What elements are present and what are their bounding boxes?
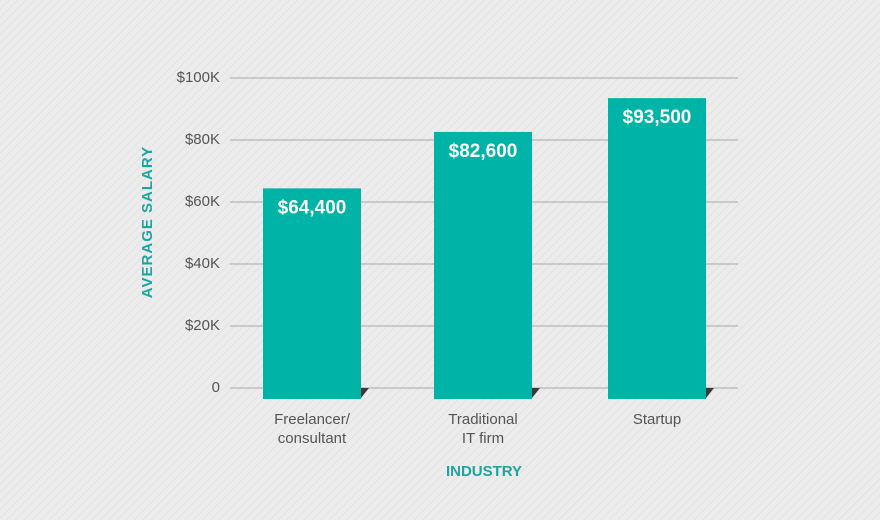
bar-shadow	[361, 388, 369, 398]
bar-shadow	[532, 388, 540, 398]
x-tick-label: Traditional IT firm	[448, 411, 518, 447]
bar-shadow	[706, 388, 714, 398]
y-tick-label: $60K	[185, 193, 220, 210]
bar	[434, 131, 532, 399]
value-label: $82,600	[449, 141, 518, 162]
y-tick-label: 0	[212, 379, 220, 396]
value-label: $93,500	[623, 107, 692, 128]
bar	[263, 188, 361, 399]
bar	[608, 98, 706, 400]
y-tick-label: $40K	[185, 255, 220, 272]
y-axis-title: AVERAGE SALARY	[139, 146, 156, 298]
y-tick-label: $80K	[185, 131, 220, 148]
x-tick-label: Startup	[632, 411, 682, 428]
x-axis-title: INDUSTRY	[446, 463, 522, 480]
value-label: $64,400	[278, 197, 347, 218]
x-tick-label: Freelancer/ consultant	[274, 411, 350, 447]
y-tick-label: $100K	[177, 69, 220, 86]
y-tick-label: $20K	[185, 317, 220, 334]
